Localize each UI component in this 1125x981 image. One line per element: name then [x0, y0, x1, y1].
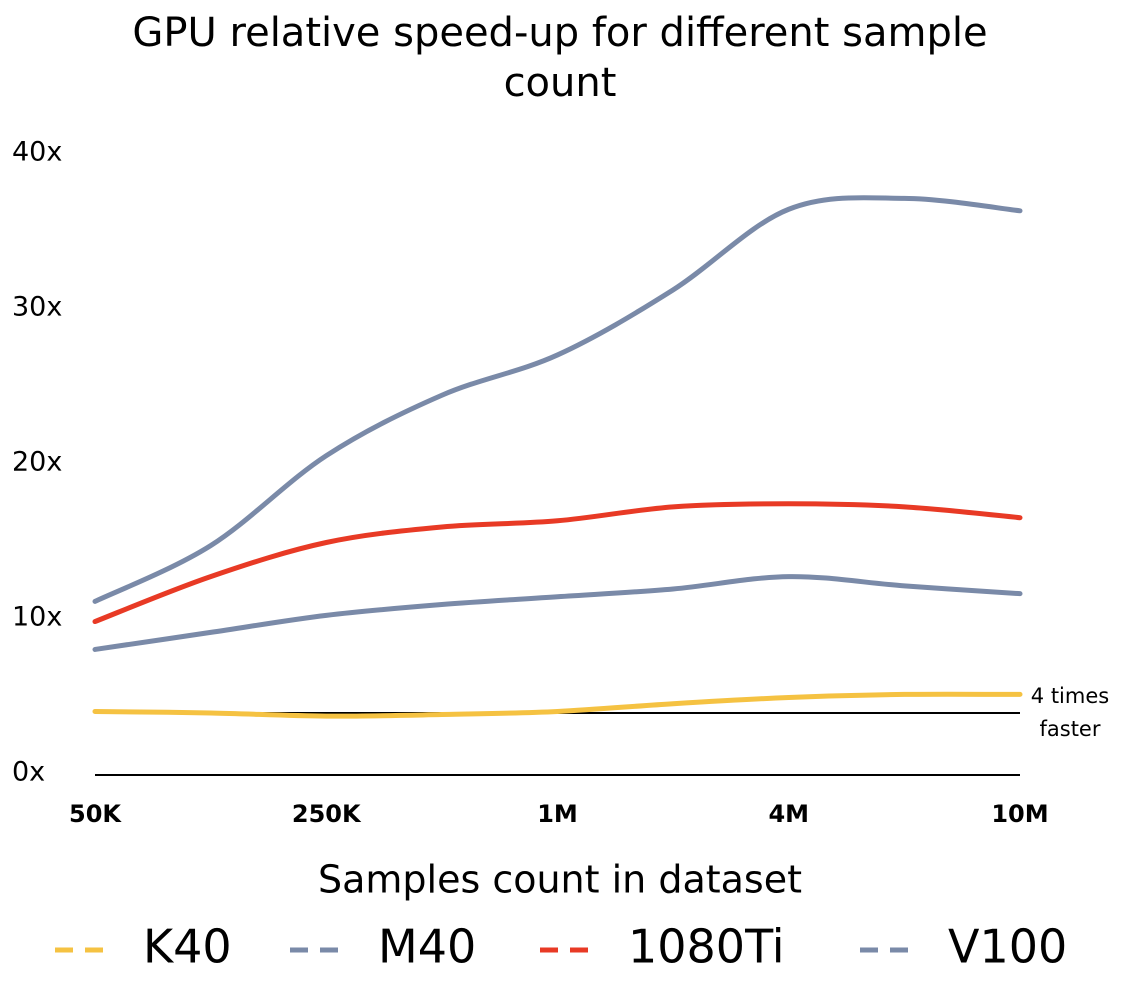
annotation: faster — [1040, 717, 1101, 741]
y-tick-label: 30x — [12, 292, 62, 323]
x-tick-label: 10M — [991, 800, 1048, 828]
x-tick-label: 50K — [69, 800, 122, 828]
series-line — [92, 195, 1023, 604]
chart-title: GPU relative speed-up for different samp… — [132, 10, 988, 106]
legend-label: 1080Ti — [628, 920, 785, 974]
x-tick-label: 250K — [292, 800, 362, 828]
x-axis-label: Samples count in dataset — [318, 858, 802, 902]
legend-label: V100 — [948, 920, 1067, 974]
x-tick-label: 1M — [537, 800, 578, 828]
legend-label: K40 — [143, 920, 232, 974]
series-line — [92, 691, 1023, 719]
series-line — [92, 574, 1023, 652]
annotation: 4 times — [1031, 684, 1109, 708]
y-tick-label: 0x — [12, 757, 45, 788]
y-tick-label: 40x — [12, 137, 62, 168]
y-tick-label: 10x — [12, 602, 62, 633]
series-line — [92, 501, 1023, 625]
x-tick-label: 4M — [768, 800, 809, 828]
y-tick-label: 20x — [12, 447, 62, 478]
legend-label: M40 — [378, 920, 476, 974]
